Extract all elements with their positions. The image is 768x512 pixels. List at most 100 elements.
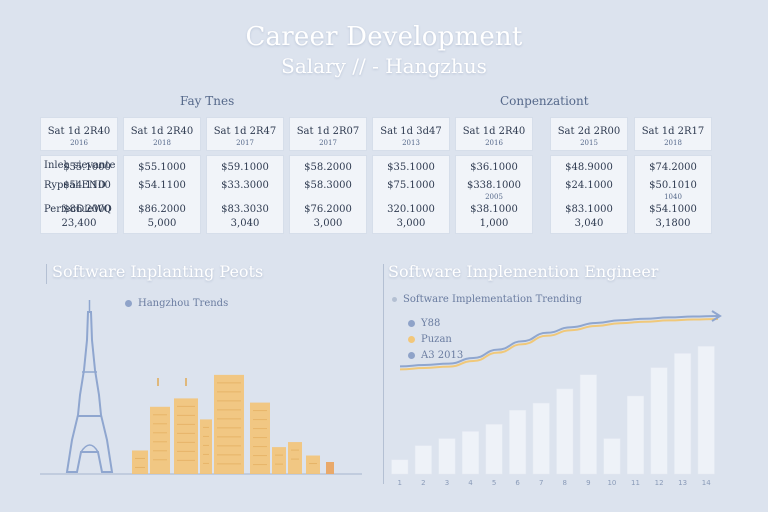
table-header-text: Sat 1d 3d47 [380, 126, 442, 137]
left-section-title: Software Inplanting Peots [52, 262, 264, 281]
table-header-sub: 2017 [236, 139, 254, 147]
legend-dot-icon [408, 336, 415, 343]
table-value: $55.1000 [138, 162, 186, 173]
bar [674, 353, 692, 475]
right-legend-item: Puzan [408, 334, 452, 345]
table-header-sub: 2016 [70, 139, 88, 147]
table-value: $35.1000 [387, 162, 435, 173]
table-header-text: Sat 2d 2R00 [557, 126, 621, 137]
bar [462, 431, 479, 475]
x-tick-label: 8 [563, 479, 567, 487]
left-divider [46, 264, 47, 284]
bar [391, 459, 409, 475]
x-tick-label: 6 [515, 479, 520, 487]
bar [556, 388, 574, 475]
left-legend: Hangzhou Trends [125, 298, 228, 309]
skyline-bar [174, 398, 198, 474]
legend-dot-icon [408, 352, 415, 359]
right-legend-item: A3 2013 [408, 350, 463, 361]
skyline-bar [250, 402, 270, 474]
table-value: $74.2000 [649, 162, 697, 173]
table-body-cell: $55.1000 $54.1100 $86.2000 23,400 [40, 155, 118, 234]
table-value-extra: 2005 [485, 193, 503, 201]
table-header-text: Sat 1d 2R47 [213, 126, 277, 137]
table-value: $36.1000 [470, 162, 518, 173]
table-value: $55.1000 [63, 162, 111, 173]
table-body-cell: $55.1000 $54.1100 $86.2000 5,000 [123, 155, 201, 234]
table-value: $83.1000 [565, 204, 613, 215]
table-header-cell: Sat 1d 2R07 2017 [289, 117, 367, 151]
table-header-text: Sat 1d 2R17 [641, 126, 705, 137]
skyline-bar [326, 462, 334, 474]
center-divider [383, 264, 384, 484]
table-value: $59.1000 [221, 162, 269, 173]
x-tick-label: 9 [586, 479, 590, 487]
table-value: $38.1000 [470, 204, 518, 215]
table-body-cell: $58.2000 $58.3000 $76.2000 3,000 [289, 155, 367, 234]
table-row-label: PerfecDieWQ [44, 204, 112, 215]
legend-label: Puzan [421, 334, 452, 345]
table-header-sub: 2017 [319, 139, 337, 147]
skyline-bar [214, 374, 244, 474]
skyline-bar [150, 406, 170, 474]
tower-icon [65, 311, 114, 473]
table-header-cell: Sat 2d 2R00 2015 [550, 117, 628, 151]
x-tick-label: 1 [398, 479, 402, 487]
x-tick-label: 4 [468, 479, 473, 487]
table-total: 3,1800 [655, 218, 691, 229]
table-value: $48.9000 [565, 162, 613, 173]
table-total: 23,400 [61, 218, 97, 229]
bar [414, 445, 432, 475]
table-group-label-right: Conpenzationt [500, 94, 589, 108]
table-header-cell: Sat 1d 2R47 2017 [206, 117, 284, 151]
table-total: 5,000 [147, 218, 177, 229]
x-tick-label: 12 [655, 479, 664, 487]
table-value: $86.2000 [138, 204, 186, 215]
right-legend-item: Y88 [408, 318, 440, 329]
table-value: $54.1000 [649, 204, 697, 215]
table-header-text: Sat 1d 2R40 [47, 126, 111, 137]
table-total: 3,040 [574, 218, 604, 229]
legend-dot-icon [408, 320, 415, 327]
skyline-bar [306, 455, 320, 474]
table-row-label: Rypeal END [44, 180, 106, 191]
table-header-sub: 2016 [485, 139, 503, 147]
page-title: Career Development [245, 22, 523, 52]
right-section-title: Software Implemention Engineer [388, 262, 659, 281]
x-tick-label: 13 [678, 479, 687, 487]
table-header-sub: 2018 [153, 139, 171, 147]
table-value-extra: 1040 [664, 193, 682, 201]
table-body-cell: $59.1000 $33.3000 $83.3030 3,040 [206, 155, 284, 234]
skyline-bar [132, 450, 148, 474]
page-subtitle: Salary // - Hangzhus [281, 54, 487, 78]
table-total: 3,040 [230, 218, 260, 229]
table-total: 3,000 [313, 218, 343, 229]
table-value: $83.3030 [221, 204, 269, 215]
bar [603, 438, 621, 475]
x-tick-label: 10 [607, 479, 616, 487]
table-value: $24.1000 [565, 180, 613, 191]
table-header-text: Sat 1d 2R07 [296, 126, 360, 137]
table-header-cell: Sat 1d 2R40 2018 [123, 117, 201, 151]
trend-arrow-icon [711, 310, 722, 322]
table-body-cell: $48.9000 $24.1000 $83.1000 3,040 [550, 155, 628, 234]
skyline-bar [272, 447, 286, 474]
skyline-bar [288, 442, 302, 474]
bar [650, 367, 668, 475]
right-chart-subtitle: Software Implementation Trending [392, 294, 582, 305]
table-total: 3,000 [396, 218, 426, 229]
bar [532, 402, 550, 475]
table-header-text: Sat 1d 2R40 [130, 126, 194, 137]
table-header-sub: 2015 [580, 139, 598, 147]
table-value: $338.1000 [466, 180, 522, 191]
table-body-cell: $35.1000 $75.1000 320.1000 3,000 [372, 155, 450, 234]
bar [509, 409, 527, 475]
table-header-cell: Sat 1d 2R40 2016 [455, 117, 533, 151]
table-value: $86.2000 [63, 204, 111, 215]
table-header-sub: 2013 [402, 139, 420, 147]
x-tick-label: 7 [539, 479, 543, 487]
table-total: 1,000 [479, 218, 509, 229]
table-group-label-left: Fay Tnes [180, 94, 235, 108]
x-tick-label: 3 [445, 479, 449, 487]
table-header-text: Sat 1d 2R40 [462, 126, 526, 137]
